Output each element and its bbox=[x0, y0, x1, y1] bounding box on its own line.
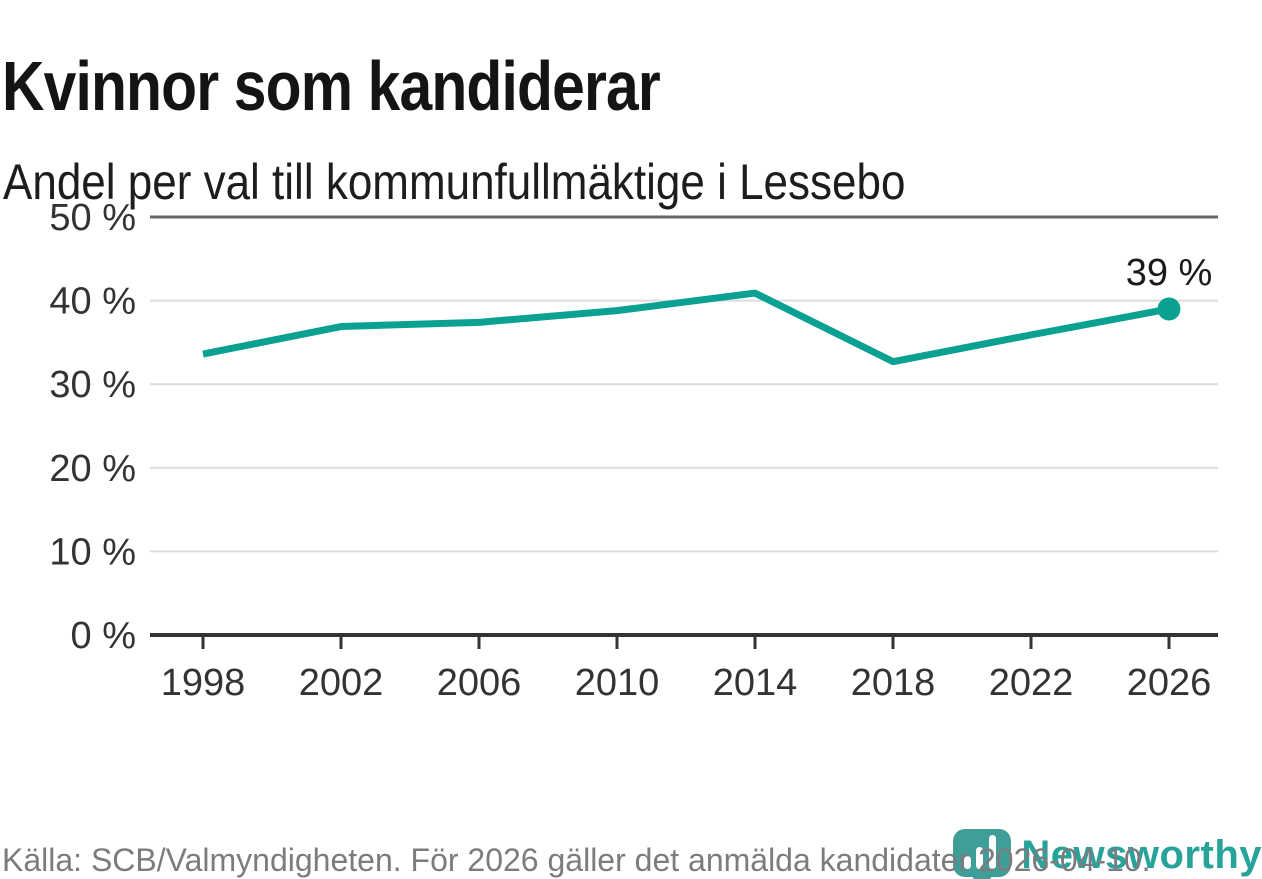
newsworthy-logo: Newsworthy bbox=[953, 829, 1262, 879]
x-tick-label-2002: 2002 bbox=[299, 662, 384, 704]
data-series-line bbox=[202, 289, 1170, 366]
logo-bar-medium bbox=[976, 847, 984, 869]
x-tick-label-1998: 1998 bbox=[161, 662, 246, 704]
x-axis-ticks bbox=[201, 635, 1171, 649]
x-tick-label-2014: 2014 bbox=[713, 662, 798, 704]
chart-subtitle: Andel per val till kommunfullmäktige i L… bbox=[3, 153, 906, 210]
newsworthy-bubble-icon bbox=[953, 829, 1012, 879]
x-tick-label-2018: 2018 bbox=[851, 662, 936, 704]
logo-bar-tall bbox=[989, 835, 997, 869]
line-chart: 0 % 10 % 20 % 30 % 40 % 50 % 1998 2002 2006 2010… bbox=[49, 197, 1218, 704]
y-tick-label-30: 30 % bbox=[49, 364, 136, 406]
source-note: Källa: SCB/Valmyndigheten. För 2026 gäll… bbox=[2, 842, 1151, 878]
y-tick-label-0: 0 % bbox=[71, 615, 136, 657]
x-tick-label-2006: 2006 bbox=[437, 662, 522, 704]
y-tick-label-50: 50 % bbox=[49, 197, 136, 239]
trend-line: 39 % bbox=[202, 252, 1213, 366]
logo-wordmark: Newsworthy bbox=[1021, 833, 1262, 877]
x-axis-labels: 1998 2002 2006 2010 2014 2018 2022 2026 bbox=[161, 662, 1212, 704]
end-point-label: 39 % bbox=[1126, 252, 1213, 294]
y-gridlines bbox=[150, 215, 1218, 637]
x-tick-label-2026: 2026 bbox=[1127, 662, 1212, 704]
logo-bar-short bbox=[964, 856, 972, 869]
y-axis-labels: 0 % 10 % 20 % 30 % 40 % 50 % bbox=[49, 197, 136, 657]
y-tick-label-20: 20 % bbox=[49, 448, 136, 490]
logo-bubble-tail bbox=[971, 875, 994, 879]
y-tick-label-10: 10 % bbox=[49, 531, 136, 573]
x-tick-label-2022: 2022 bbox=[989, 662, 1074, 704]
x-tick-label-2010: 2010 bbox=[575, 662, 660, 704]
chart-title: Kvinnor som kandiderar bbox=[2, 46, 661, 125]
y-tick-label-40: 40 % bbox=[49, 281, 136, 323]
end-point-marker bbox=[1157, 297, 1181, 321]
